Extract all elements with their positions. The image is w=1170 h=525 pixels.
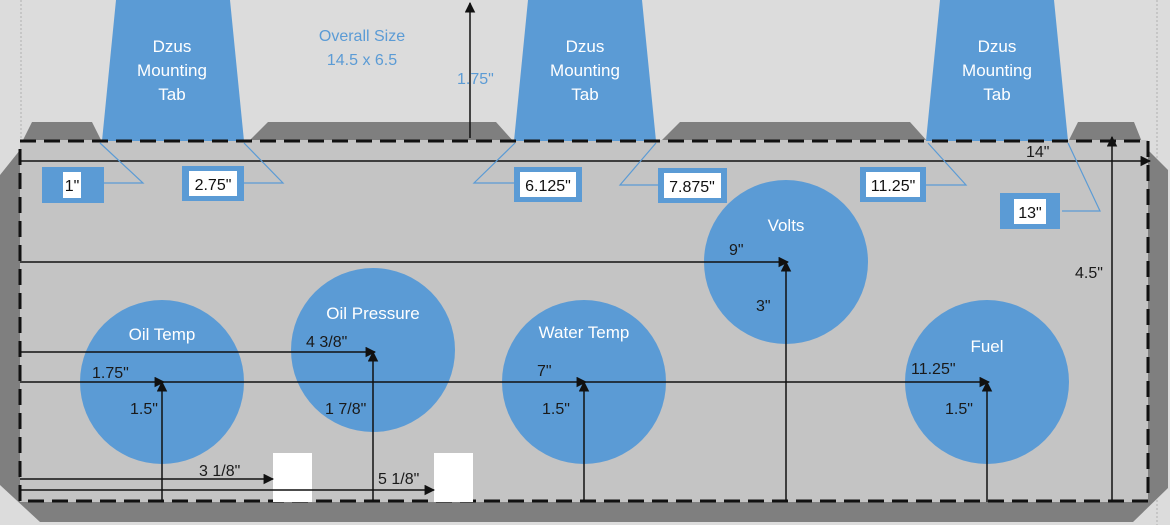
oil-temp-x-label: 1.75": [92, 365, 129, 382]
vertical-dimensions: [156, 260, 993, 502]
fuel-x-label: 11.25": [911, 361, 956, 378]
width-label: 14": [1026, 144, 1049, 161]
volts-x-label: 9": [729, 242, 744, 259]
hole-callout-2: 2.75": [182, 166, 244, 201]
dzus-tab-3: Dzus Mounting Tab: [926, 0, 1068, 141]
tab-2-line1: Dzus: [566, 37, 605, 56]
tab-1-line1: Dzus: [153, 37, 192, 56]
dzus-tab-2: Dzus Mounting Tab: [514, 0, 656, 141]
switch-1-x-label: 3 1/8": [199, 463, 240, 480]
top-flange-3: [660, 122, 928, 142]
svg-text:13": 13": [1018, 205, 1041, 222]
tab-1-line3: Tab: [158, 85, 185, 104]
water-temp-y-label: 1.5": [542, 401, 570, 418]
tab-1-line2: Mounting: [137, 61, 207, 80]
top-flange-2: [248, 122, 514, 142]
svg-text:7.875": 7.875": [669, 179, 715, 196]
hole-callout-5: 11.25": [860, 167, 926, 202]
top-flange-1: [22, 122, 102, 142]
oil-pressure-x-label: 4 3/8": [306, 334, 347, 351]
hole-callout-4: 7.875": [658, 168, 727, 203]
callout-pointers: [99, 142, 1101, 212]
svg-text:11.25": 11.25": [871, 178, 916, 195]
switch-2-x-label: 5 1/8": [378, 471, 419, 488]
fuel-y-label: 1.5": [945, 401, 973, 418]
switch-2: [434, 453, 473, 502]
water-temp-x-label: 7": [537, 363, 552, 380]
overall-size-line2: 14.5 x 6.5: [327, 52, 397, 69]
height-label: 4.5": [1075, 265, 1103, 282]
hole-callout-3: 6.125": [514, 167, 582, 202]
switch-1: [273, 453, 312, 502]
gauge-oil-temp-title: Oil Temp: [129, 325, 196, 344]
tab-height-label: 1.75": [457, 71, 494, 88]
horizontal-dimensions: [20, 256, 991, 496]
tab-3-line3: Tab: [983, 85, 1010, 104]
gauge-oil-pressure-title: Oil Pressure: [326, 304, 420, 323]
gauge-fuel-title: Fuel: [970, 337, 1003, 356]
svg-text:1": 1": [65, 178, 80, 195]
hole-callout-6: 13": [1000, 193, 1060, 229]
gauge-volts-title: Volts: [768, 216, 805, 235]
top-flange-4: [1068, 122, 1142, 142]
overall-size-line1: Overall Size: [319, 28, 405, 45]
tab-2-line3: Tab: [571, 85, 598, 104]
svg-text:6.125": 6.125": [525, 178, 571, 195]
tab-3-line2: Mounting: [962, 61, 1032, 80]
gauge-water-temp-title: Water Temp: [539, 323, 630, 342]
oil-pressure-y-label: 1 7/8": [325, 401, 366, 418]
svg-text:2.75": 2.75": [195, 177, 232, 194]
dzus-tab-1: Dzus Mounting Tab: [102, 0, 244, 141]
volts-y-label: 3": [756, 298, 771, 315]
tab-2-line2: Mounting: [550, 61, 620, 80]
tab-3-line1: Dzus: [978, 37, 1017, 56]
oil-temp-y-label: 1.5": [130, 401, 158, 418]
hole-callout-1: 1": [42, 167, 104, 203]
